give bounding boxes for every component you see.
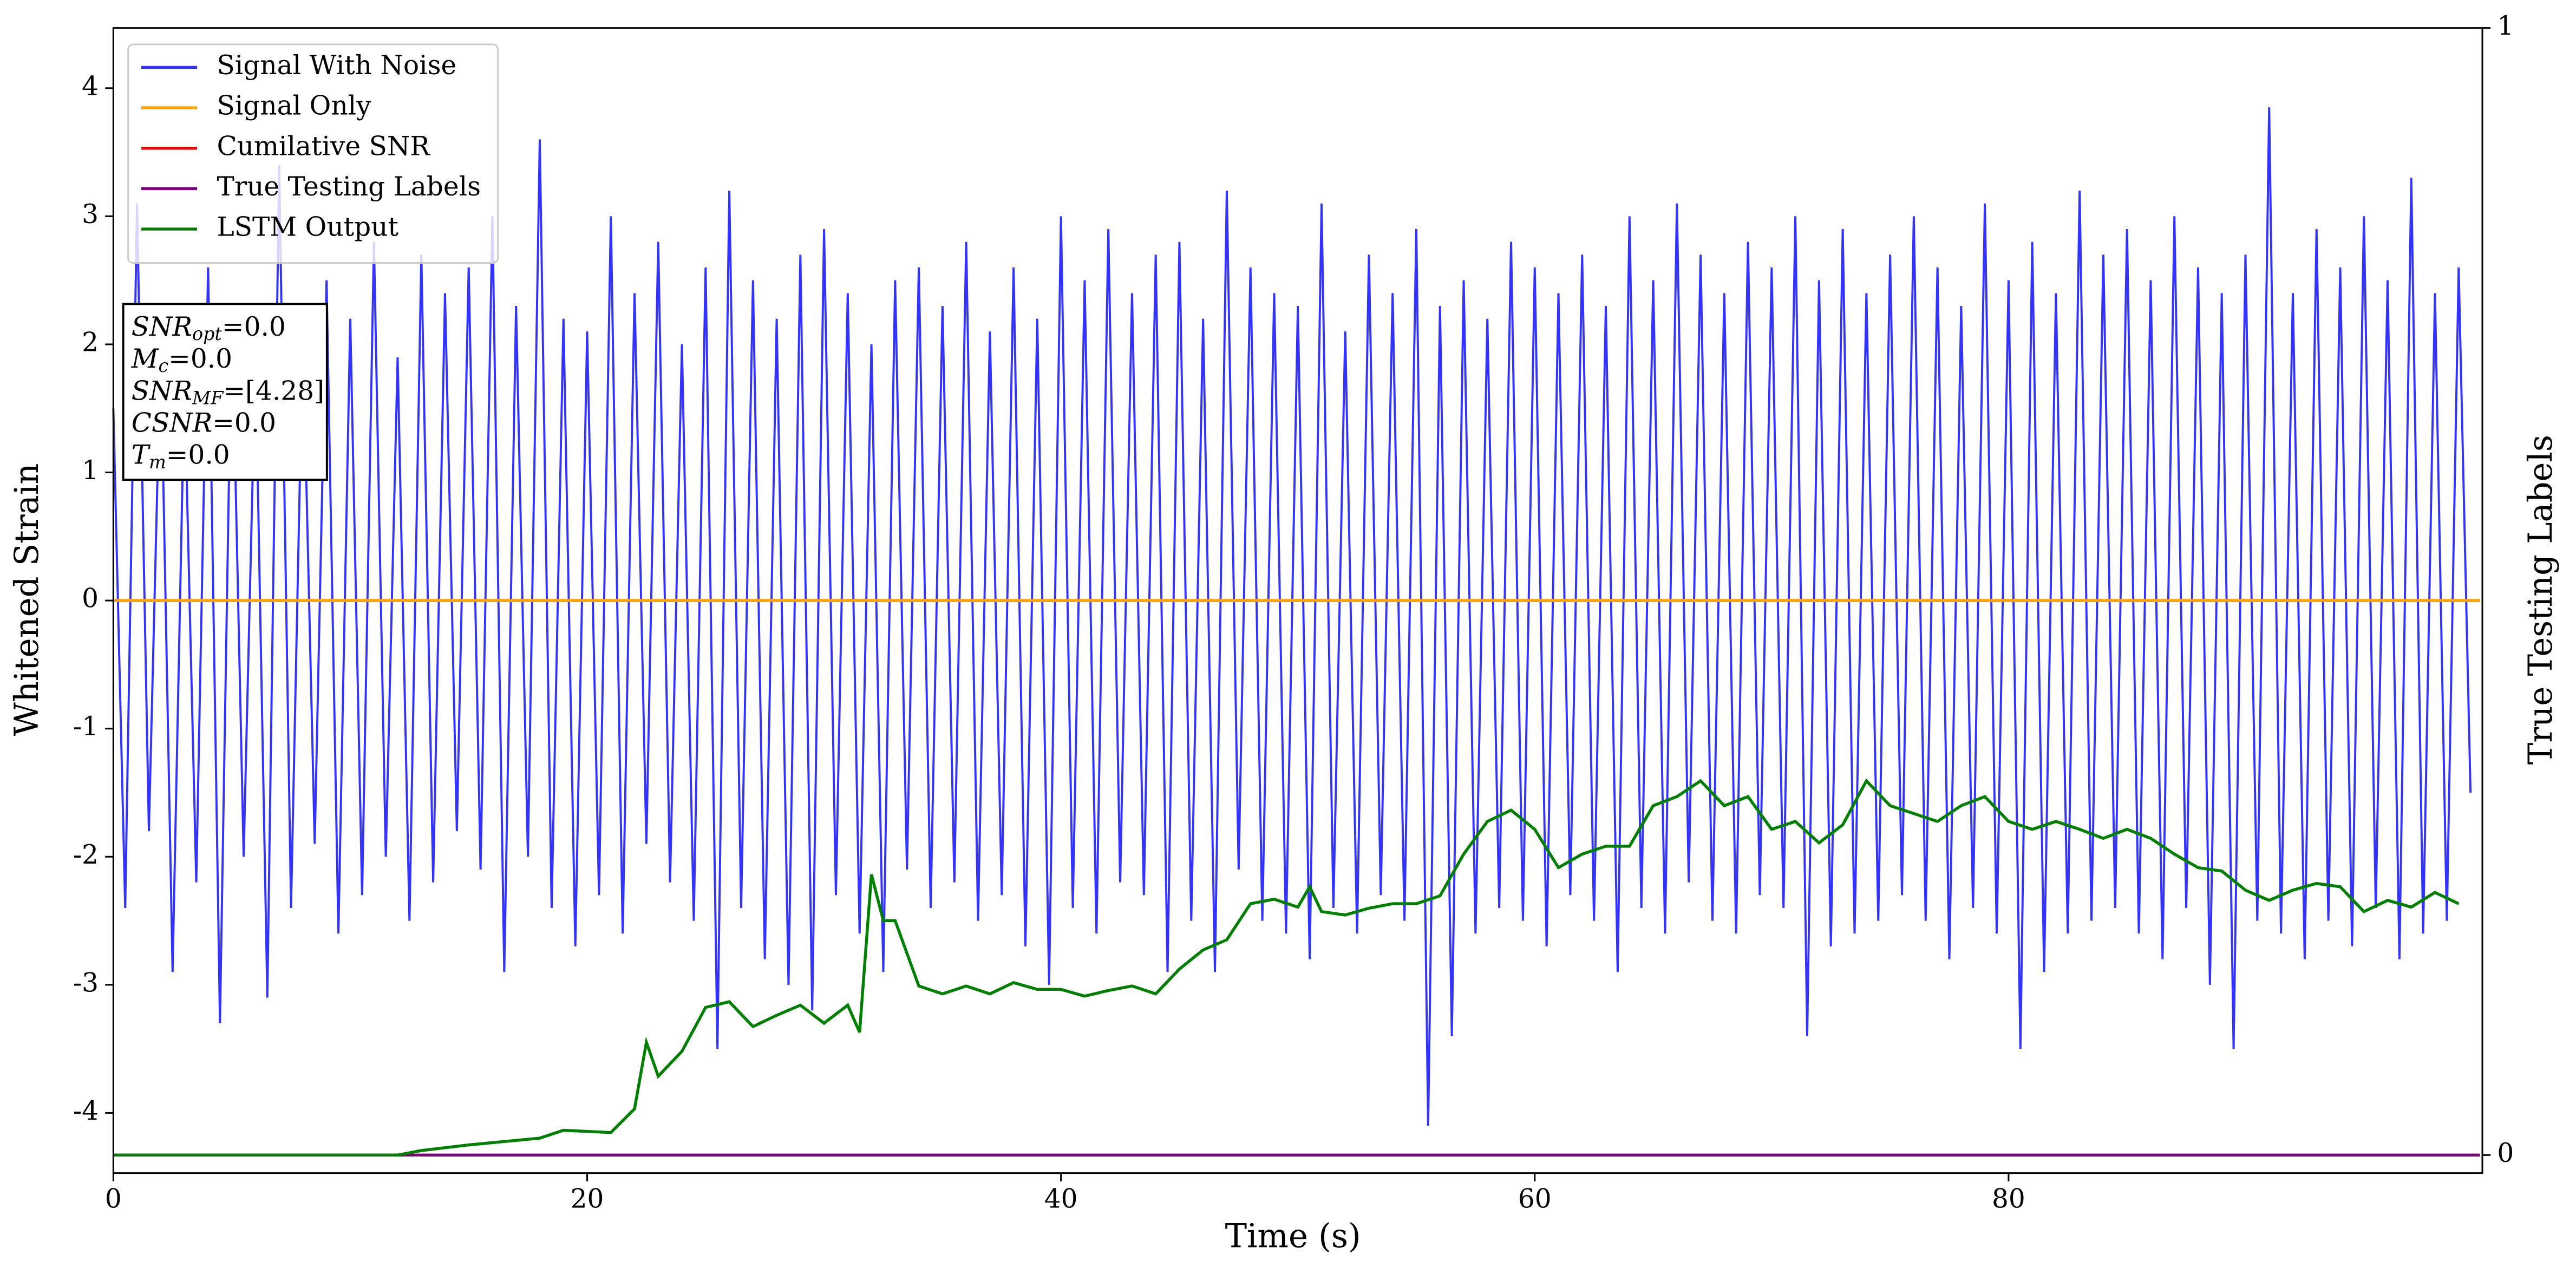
y-tick-label: 1 bbox=[82, 455, 99, 486]
y-tick-label: 3 bbox=[82, 199, 99, 230]
annotation-main: T bbox=[132, 440, 151, 470]
y-tick-label: 0 bbox=[82, 584, 99, 614]
y-tick-label: 4 bbox=[82, 71, 99, 101]
annotation-line: Tm=0.0 bbox=[132, 440, 230, 473]
x-tick-label: 0 bbox=[105, 1184, 122, 1214]
annotation-rest: =[4.28] bbox=[223, 376, 324, 406]
annotation-main: SNR bbox=[132, 376, 192, 406]
y-tick-label: 2 bbox=[82, 327, 99, 357]
y2-tick-label: 1 bbox=[2497, 11, 2514, 41]
annotation-main: CSNR bbox=[132, 408, 212, 438]
annotation-sub: m bbox=[149, 452, 166, 473]
x-tick-label: 20 bbox=[571, 1184, 604, 1214]
annotation-line: CSNR=0.0 bbox=[132, 408, 276, 438]
x-axis-label: Time (s) bbox=[1225, 1218, 1361, 1256]
x-tick-label: 80 bbox=[1992, 1184, 2025, 1214]
annotation-rest: =0.0 bbox=[168, 344, 232, 374]
annotation-sub: c bbox=[158, 355, 168, 376]
annotation-sub: opt bbox=[192, 323, 222, 344]
plot-area bbox=[112, 107, 2480, 1157]
legend-label: Signal Only bbox=[217, 91, 372, 121]
annotation-main: SNR bbox=[132, 311, 192, 342]
legend-label: True Testing Labels bbox=[217, 172, 481, 202]
annotation-rest: =0.0 bbox=[212, 408, 276, 438]
legend-label: Signal With Noise bbox=[217, 50, 457, 81]
annotation-rest: =0.0 bbox=[166, 440, 230, 470]
series-line bbox=[113, 778, 2460, 1157]
y-tick-label: -3 bbox=[73, 968, 99, 998]
annotation-main: M bbox=[131, 344, 159, 374]
legend-box bbox=[127, 43, 499, 264]
annotation-line: SNRMF=[4.28] bbox=[132, 376, 324, 409]
x-tick-label: 60 bbox=[1518, 1184, 1552, 1214]
y-axis-label: Whitened Strain bbox=[8, 463, 46, 736]
annotation-line: Mc=0.0 bbox=[131, 344, 232, 377]
y2-tick-label: 0 bbox=[2497, 1138, 2514, 1168]
y-tick-label: -2 bbox=[73, 840, 99, 870]
series-line bbox=[112, 107, 2472, 1126]
y-tick-label: -4 bbox=[73, 1096, 99, 1126]
x-tick-label: 40 bbox=[1044, 1184, 1078, 1214]
annotation-sub: MF bbox=[192, 387, 224, 408]
legend-label: Cumilative SNR bbox=[217, 131, 431, 161]
annotation-box bbox=[122, 303, 328, 481]
annotation-rest: =0.0 bbox=[222, 311, 286, 342]
y2-axis-label: True Testing Labels bbox=[2522, 435, 2560, 765]
y-tick-label: -1 bbox=[73, 711, 99, 742]
legend-label: LSTM Output bbox=[217, 212, 399, 243]
annotation-line: SNRopt=0.0 bbox=[132, 311, 286, 344]
